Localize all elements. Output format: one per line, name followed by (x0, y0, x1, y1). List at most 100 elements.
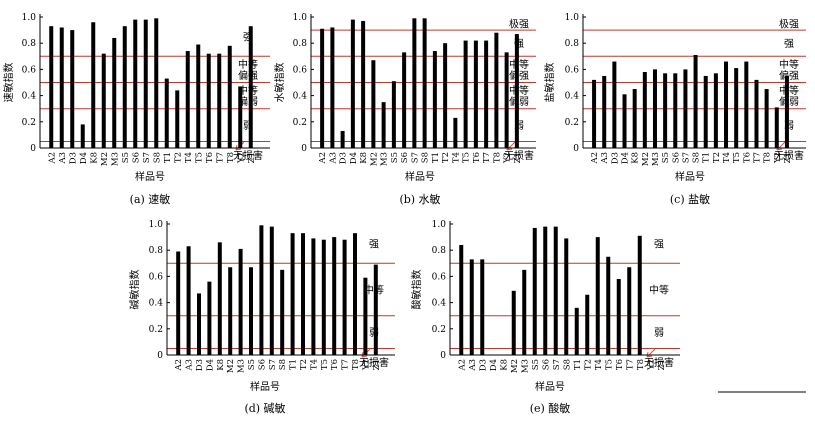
bar-T7 (754, 79, 759, 148)
x-tick-label: S8 (421, 152, 431, 163)
y-tick-label: 0.4 (22, 92, 37, 102)
bar-M2 (228, 267, 233, 355)
y-tick-label: 1.0 (432, 220, 447, 230)
x-tick-label: T5 (732, 152, 742, 163)
y-tick-label: 0.2 (149, 325, 163, 335)
bar-T2 (585, 294, 590, 355)
bar-T8 (227, 45, 232, 148)
bar-M2 (642, 72, 647, 148)
zone-label: 强 (514, 38, 524, 50)
x-tick-label: A3 (468, 359, 478, 372)
chart-caption: (d) 碱敏 (244, 401, 285, 415)
x-tick-label: S5 (247, 359, 257, 370)
x-tick-label: S5 (531, 359, 541, 370)
bar-K8 (632, 89, 637, 148)
x-axis-label: 样品号 (675, 170, 705, 183)
x-tick-label: T8 (226, 152, 236, 163)
bar-T8 (637, 235, 642, 355)
x-tick-label: T1 (702, 152, 712, 163)
x-tick-label: A2 (590, 152, 600, 165)
bar-Z1 (784, 75, 789, 148)
chart-caption: (c) 盐敏 (670, 192, 710, 206)
x-tick-label: S8 (278, 359, 288, 370)
x-tick-label: T6 (472, 152, 482, 163)
bar-K8 (91, 22, 96, 149)
x-tick-label: M3 (237, 359, 247, 373)
x-tick-label: T8 (492, 152, 502, 163)
x-tick-label: S8 (692, 152, 702, 163)
x-tick-label: T2 (583, 359, 593, 370)
bar-T8 (353, 233, 357, 355)
bar-T7 (342, 239, 347, 355)
x-axis-label: 样品号 (535, 380, 565, 393)
bar-T6 (473, 40, 478, 148)
bar-S8 (154, 18, 159, 149)
x-tick-label: T1 (573, 359, 583, 370)
x-tick-label: S6 (257, 359, 267, 370)
zone-label: 中等偏弱 (779, 84, 799, 108)
bar-T5 (734, 68, 739, 148)
bar-A3 (59, 27, 64, 149)
x-axis-label: 样品号 (250, 380, 280, 393)
bar-S7 (683, 69, 688, 148)
bar-T5 (463, 40, 468, 148)
x-tick-label: T7 (625, 359, 635, 370)
bar-S7 (143, 19, 148, 149)
x-tick-label: S5 (121, 152, 131, 163)
bar-M2 (511, 290, 516, 355)
y-tick-label: 0.6 (22, 65, 37, 75)
y-tick-label: 0 (573, 144, 579, 154)
x-tick-label: Y2 (773, 152, 783, 164)
x-tick-label: Y2 (503, 152, 513, 164)
x-tick-label: Z1 (372, 359, 382, 370)
y-tick-label: 0.8 (565, 39, 580, 49)
chart-caption: (e) 酸敏 (530, 401, 571, 415)
x-tick-label: D4 (205, 359, 215, 371)
x-tick-label: T2 (441, 152, 451, 163)
zone-label: 中等偏弱 (238, 84, 258, 108)
x-tick-label: A2 (47, 152, 57, 165)
zone-label: 无损害 (774, 149, 804, 162)
bar-A3 (186, 246, 191, 355)
zone-label: 弱 (654, 327, 664, 339)
x-tick-label: D4 (489, 359, 499, 371)
x-tick-label: T6 (330, 359, 340, 370)
bar-D3 (480, 259, 485, 355)
bar-T6 (744, 61, 749, 148)
x-tick-label: S7 (410, 152, 420, 163)
x-tick-label: A3 (58, 152, 68, 165)
x-tick-label: D3 (195, 359, 205, 371)
x-tick-label: T8 (351, 359, 361, 370)
bar-M3 (652, 69, 657, 148)
zone-label: 强 (784, 38, 794, 50)
bar-T2 (443, 43, 448, 149)
bar-S7 (269, 226, 274, 355)
bar-D4 (207, 281, 212, 355)
x-tick-label: T7 (215, 152, 225, 163)
x-tick-label: D3 (478, 359, 488, 371)
bar-D3 (612, 61, 617, 148)
x-tick-label: M2 (510, 359, 520, 373)
bar-D4 (622, 94, 627, 148)
bar-T6 (206, 53, 211, 148)
zone-label: 极强 (509, 18, 529, 31)
zone-label: 中等偏强 (779, 58, 799, 82)
x-tick-label: Z1 (513, 152, 523, 163)
zone-label: 极强 (779, 18, 799, 31)
zone-label: 强 (369, 239, 379, 251)
bar-A2 (49, 26, 54, 149)
bar-Y2 (504, 52, 509, 149)
y-tick-label: 1.0 (293, 13, 308, 23)
zone-label: 弱 (243, 120, 253, 132)
chart-caption: (b) 水敏 (399, 192, 440, 206)
bar-A3 (330, 27, 335, 149)
y-tick-label: 0.4 (293, 92, 308, 102)
bar-T7 (217, 53, 222, 148)
x-tick-label: Z1 (657, 359, 667, 370)
bar-S6 (543, 226, 548, 355)
chart-4: 强中等弱无损害00.20.40.60.81.0A2A3D3D4K8M2M3S5S… (128, 220, 395, 415)
bar-T1 (290, 233, 295, 355)
